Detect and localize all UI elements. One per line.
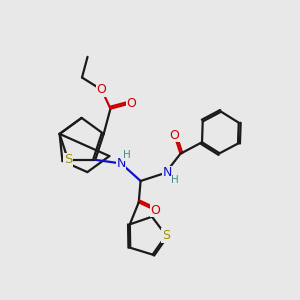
Text: N: N [162, 167, 172, 179]
Text: S: S [162, 229, 170, 242]
Text: S: S [64, 153, 72, 166]
Text: H: H [123, 150, 131, 160]
Text: O: O [169, 129, 179, 142]
Text: O: O [97, 83, 106, 96]
Text: O: O [126, 97, 136, 110]
Text: N: N [116, 157, 126, 170]
Text: O: O [151, 204, 160, 217]
Text: H: H [171, 175, 179, 185]
